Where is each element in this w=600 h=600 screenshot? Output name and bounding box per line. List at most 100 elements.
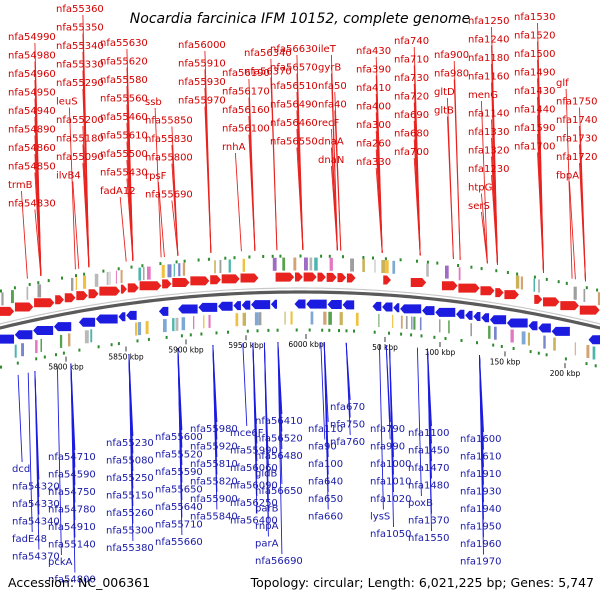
rna-gene-mark [299, 254, 302, 258]
rna-gene-mark [13, 286, 16, 290]
reverse-cog-stripe [470, 323, 472, 337]
top-leader-line [20, 190, 28, 279]
top-gene-label: rpsF [145, 171, 167, 182]
rna-gene-mark [47, 279, 50, 283]
forward-cog-stripe [520, 276, 523, 290]
rna-gene-mark [433, 335, 436, 339]
top-gene-label: menG [468, 90, 498, 101]
rna-gene-mark [175, 260, 178, 264]
top-leader-line [34, 172, 42, 276]
top-leader-line [579, 162, 586, 282]
forward-cog-stripe [533, 278, 535, 292]
bottom-gene-label: rnpA [255, 521, 279, 532]
top-gene-label: nfa56510 [270, 81, 318, 92]
rna-gene-mark [342, 255, 344, 259]
bottom-gene-label: nfa55300 [106, 526, 154, 537]
top-gene-label: leuS [56, 97, 78, 108]
bottom-gene-label: nfa56650 [255, 486, 303, 497]
reverse-cog-stripe [598, 347, 600, 361]
top-leader-line [537, 152, 544, 273]
top-gene-label: nfa55610 [100, 131, 148, 142]
reverse-cog-stripe [193, 316, 195, 330]
tick-label: 5850 kbp [108, 352, 144, 361]
rna-gene-mark [338, 329, 340, 333]
top-gene-label: nfa55290 [56, 78, 104, 89]
top-gene-label: nfa55830 [145, 134, 193, 145]
rna-gene-mark [506, 271, 509, 274]
forward-cog-stripe [214, 260, 216, 274]
rna-gene-mark [565, 281, 568, 285]
bottom-gene-label: nfa54370 [12, 552, 60, 563]
bottom-gene-label: nfa55650 [155, 485, 203, 496]
rna-gene-mark [197, 258, 200, 262]
rna-gene-mark [165, 335, 168, 339]
rna-gene-mark [594, 364, 597, 368]
top-leader-line [248, 134, 256, 251]
top-gene-label: nfa56170 [222, 87, 270, 98]
reverse-gene-arrow [233, 301, 241, 311]
bottom-gene-label: parB [255, 504, 279, 515]
bottom-gene-label: nfa1450 [408, 446, 449, 457]
rna-gene-mark [410, 333, 413, 337]
bottom-leader-line [17, 374, 23, 463]
rna-gene-mark [308, 328, 311, 332]
rna-gene-mark [353, 329, 355, 333]
top-leader-line [334, 110, 342, 251]
map-title: Nocardia farcinica IFM 10152, complete g… [130, 11, 470, 27]
gene-labels: nfa54990 nfa54980 nfa54960 nfa54950 nfa54940… [8, 4, 597, 586]
rna-gene-mark [37, 281, 40, 285]
bottom-leader-line [56, 366, 62, 556]
reverse-gene-arrow [489, 315, 507, 325]
forward-cog-stripe [219, 260, 222, 273]
forward-gene-arrow [190, 276, 210, 286]
rna-gene-mark [399, 258, 402, 262]
rna-gene-mark [207, 257, 210, 261]
bottom-gene-label: nfa54590 [48, 470, 96, 481]
bottom-gene-label: nfa1020 [370, 494, 411, 505]
bottom-gene-label: nfa55380 [106, 543, 154, 554]
top-gene-label: nfa55850 [145, 116, 193, 127]
bottom-gene-label: nfa1610 [460, 452, 501, 463]
bottom-gene-label: nfa100 [308, 459, 343, 470]
forward-gene-arrow [162, 279, 172, 289]
top-gene-label: nfa54890 [8, 125, 56, 136]
forward-gene-arrow [346, 273, 356, 283]
top-leader-line [330, 73, 338, 251]
tick-label: 150 kbp [490, 357, 521, 366]
top-gene-label: nfa1730 [556, 134, 597, 145]
reverse-cog-stripe [439, 319, 441, 333]
top-leader-line [453, 79, 461, 260]
top-gene-label: nfa55330 [56, 60, 104, 71]
forward-gene-arrow [139, 281, 162, 291]
reverse-cog-stripe [411, 316, 413, 330]
bottom-leader-line [242, 343, 248, 427]
rna-gene-mark [372, 256, 374, 260]
reverse-cog-stripe [387, 314, 390, 328]
rna-gene-mark [444, 337, 447, 340]
scale-ticks: 5800 kbp 5850 kbp 5900 kbp 5950 kbp 6000 kbp… [48, 334, 581, 378]
top-leader-line [270, 77, 278, 251]
bottom-gene-label: nfa90 [308, 442, 337, 453]
forward-gene-arrow [120, 284, 127, 294]
forward-gene-arrow [534, 294, 543, 304]
top-gene-label: nfa1330 [468, 127, 509, 138]
bottom-gene-label: nfa54340 [12, 517, 60, 528]
rna-gene-mark [141, 264, 144, 268]
bottom-gene-label: nfa55080 [106, 456, 154, 467]
top-gene-label: nfa54940 [8, 106, 56, 117]
forward-cog-stripe [583, 288, 586, 302]
top-gene-label: nfa55800 [145, 153, 193, 164]
bottom-gene-label: nfa55660 [155, 537, 203, 548]
forward-cog-stripe [71, 277, 74, 291]
bottom-gene-label: nfa55590 [155, 467, 203, 478]
forward-cog-stripe [314, 257, 318, 271]
bottom-gene-label: nfa1960 [460, 539, 501, 550]
bottom-gene-label: nfa1000 [370, 459, 411, 470]
top-gene-label: nfa55460 [100, 112, 148, 123]
rna-gene-mark [480, 267, 483, 271]
bottom-gene-label: nfa110 [308, 424, 343, 435]
rna-gene-mark [0, 289, 2, 293]
top-gene-label: gltD [434, 87, 455, 98]
reverse-gene-arrow [456, 309, 465, 319]
forward-gene-arrow [579, 305, 600, 315]
